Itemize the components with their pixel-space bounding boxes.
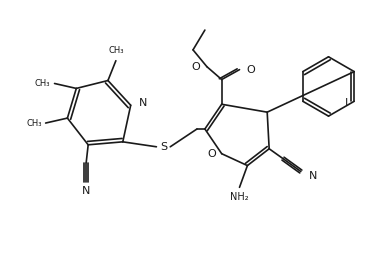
- Text: NH₂: NH₂: [230, 192, 249, 202]
- Text: O: O: [246, 65, 255, 75]
- Text: N: N: [139, 98, 147, 108]
- Text: I: I: [345, 98, 348, 108]
- Text: CH₃: CH₃: [108, 46, 124, 55]
- Text: O: O: [191, 62, 200, 72]
- Text: S: S: [160, 142, 167, 152]
- Text: N: N: [82, 186, 90, 196]
- Text: O: O: [208, 149, 216, 159]
- Text: N: N: [309, 171, 317, 181]
- Text: CH₃: CH₃: [35, 79, 50, 88]
- Text: CH₃: CH₃: [26, 119, 42, 128]
